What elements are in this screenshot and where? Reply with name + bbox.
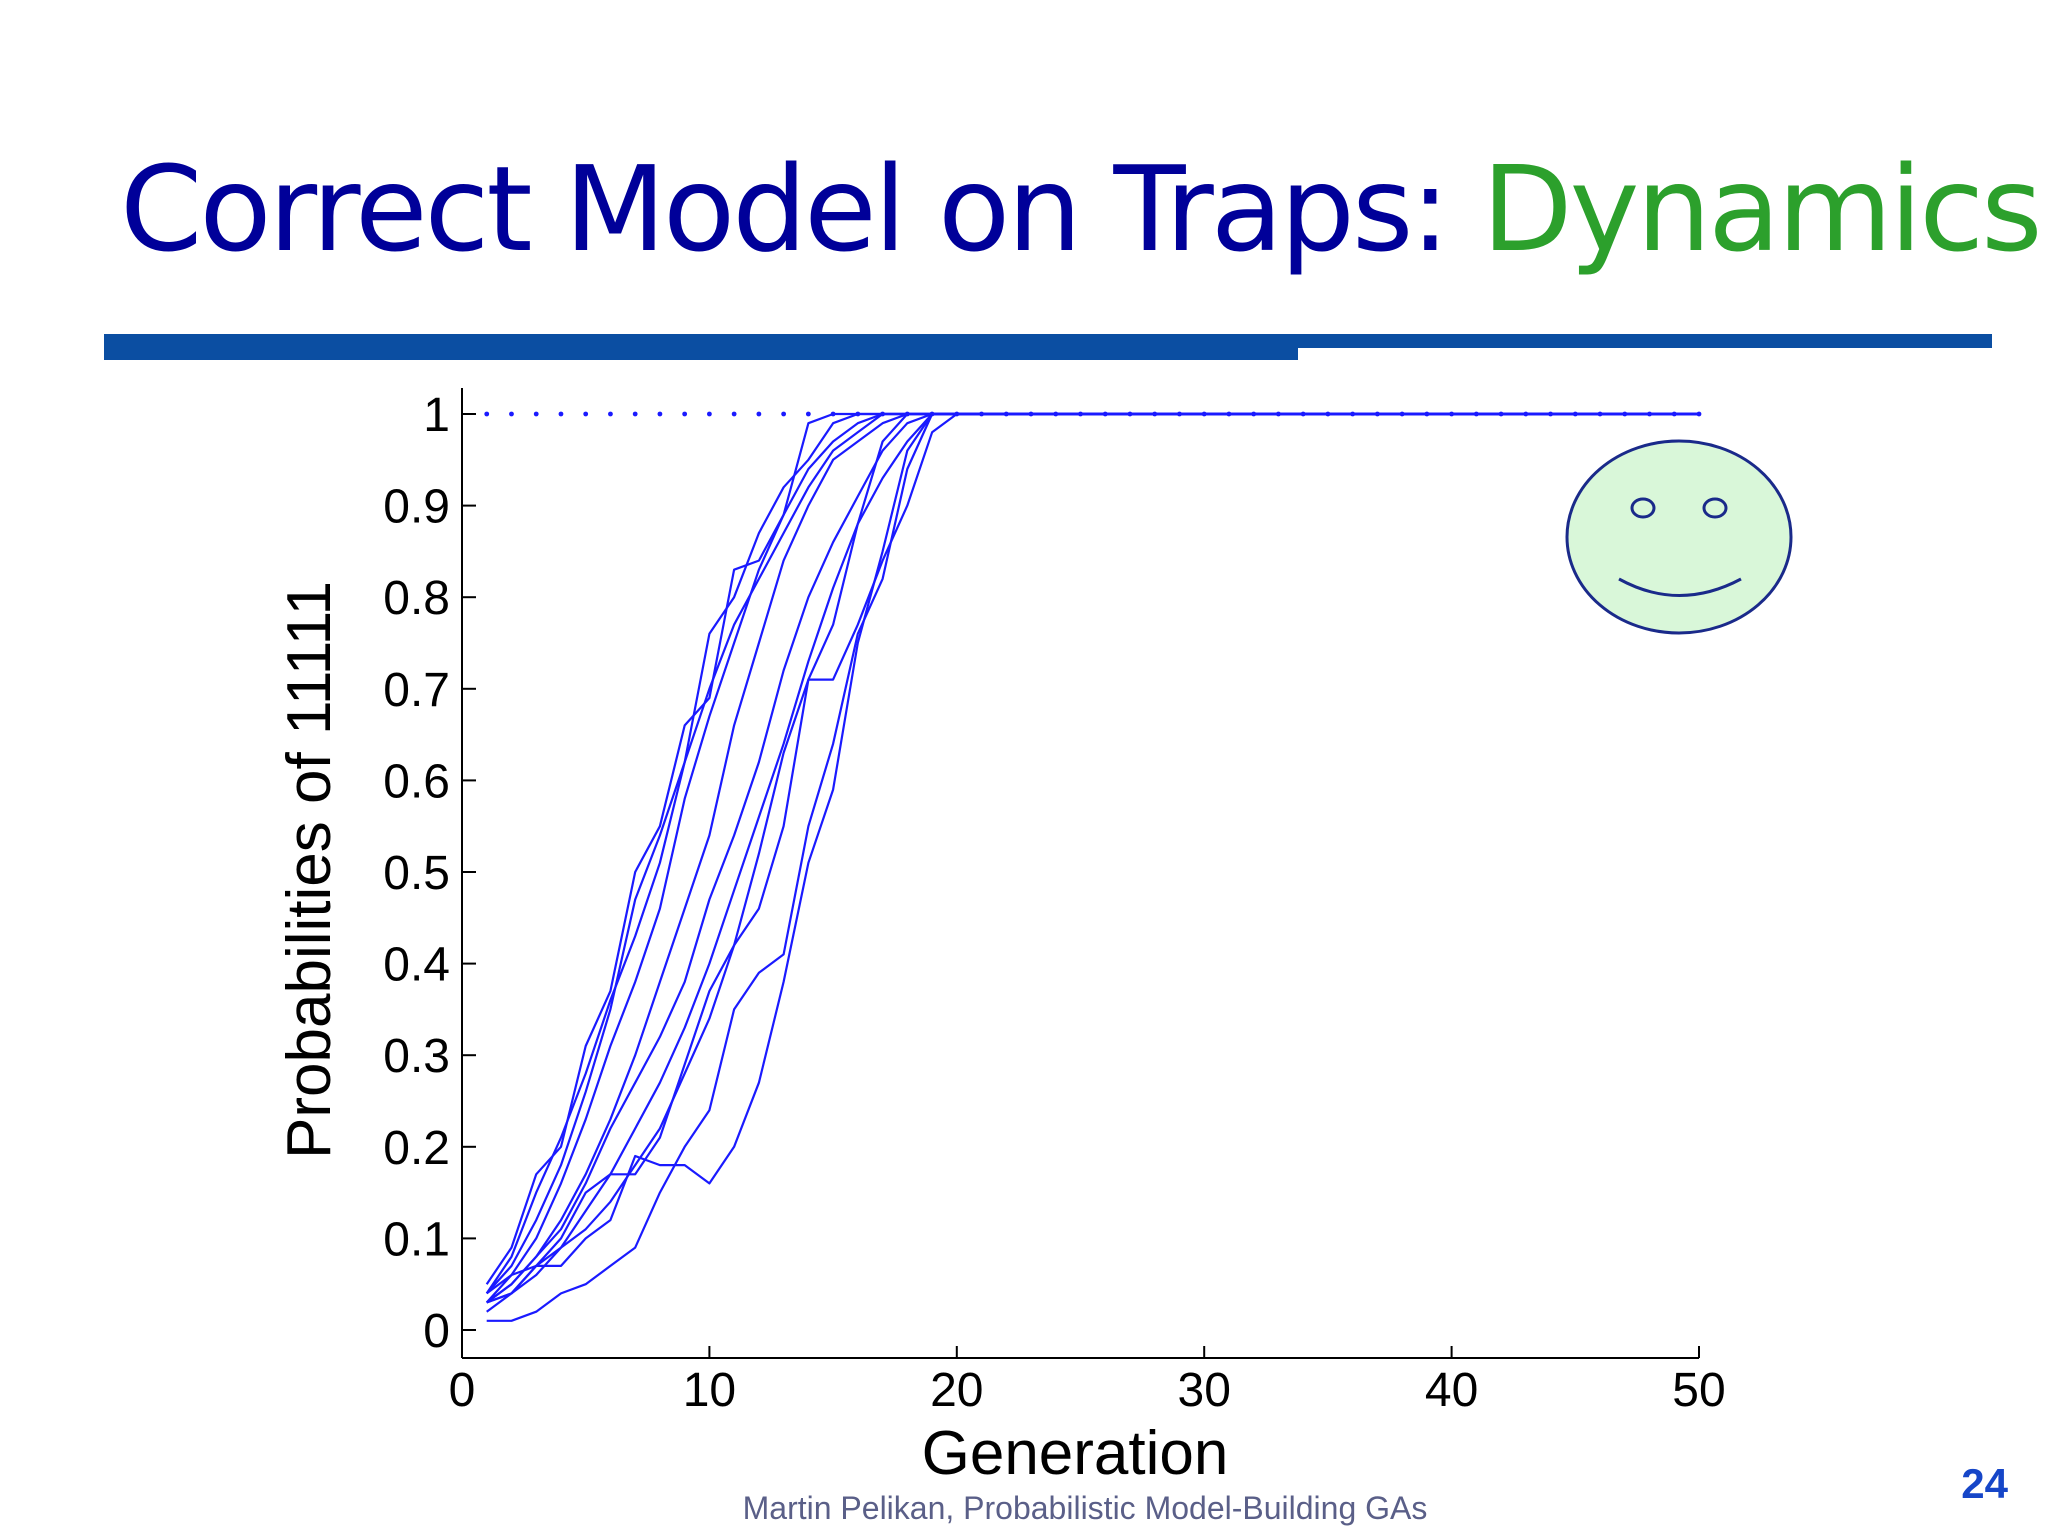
x-tick-label: 0 [449,1364,476,1417]
series-line [486,412,1699,1304]
reference-dot [707,411,712,417]
series-line [486,412,1699,1304]
series-group [485,412,1699,1322]
reference-dot [682,411,688,417]
reference-dot [657,411,663,417]
reference-dot [608,411,613,417]
y-tick-label: 0.1 [383,1213,450,1266]
reference-dot [583,411,589,417]
y-tick-label: 0.9 [383,481,450,534]
y-tick-label: 0.2 [383,1122,450,1175]
reference-dot [509,411,514,417]
x-tick-label: 40 [1425,1364,1478,1417]
reference-dot [632,411,638,417]
page-number: 24 [1961,1460,2008,1507]
reference-dot [558,411,564,417]
series-line [486,412,1699,1295]
series-line [485,412,1699,1304]
reference-dot [533,411,539,417]
x-tick-label: 30 [1178,1364,1231,1417]
y-axis-label: Probabilities of 11111 [275,581,344,1159]
series-line [485,412,1699,1295]
smiley-face-icon [1565,439,1793,635]
y-tick-label: 0.4 [383,939,450,992]
y-tick-label: 0.6 [383,755,450,808]
footer-credit: Martin Pelikan, Probabilistic Model-Buil… [742,1490,1428,1526]
reference-dot [756,411,762,417]
title-main: Correct Model on Traps: [120,140,1482,278]
y-tick-label: 0 [423,1305,450,1358]
series-line [486,412,1699,1304]
series-line [485,412,1699,1295]
title-underline-right [1298,334,1992,348]
y-tick-label: 1 [423,389,450,442]
series-line [485,412,1699,1285]
y-ticks: 0 0.1 0.2 0.3 0.4 0.5 0.6 0.7 0.8 0.9 1 [383,389,476,1358]
reference-dot [781,411,787,417]
y-tick-label: 0.7 [383,664,450,717]
title-underline-left [104,334,1298,360]
y-tick-label: 0.5 [383,847,450,900]
x-tick-label: 50 [1672,1364,1725,1417]
y-tick-label: 0.3 [383,1030,450,1083]
x-ticks: 0 10 20 30 40 50 [449,1346,1726,1417]
reference-dot [731,411,737,417]
x-tick-label: 10 [683,1364,736,1417]
slide-title: Correct Model on Traps: Dynamics [120,150,2043,268]
reference-dot [484,411,490,417]
x-axis-label: Generation [922,1419,1229,1488]
x-tick-label: 20 [930,1364,983,1417]
series-line [486,412,1699,1304]
title-accent: Dynamics [1481,140,2043,278]
y-tick-label: 0.8 [383,572,450,625]
reference-dot [805,411,811,417]
